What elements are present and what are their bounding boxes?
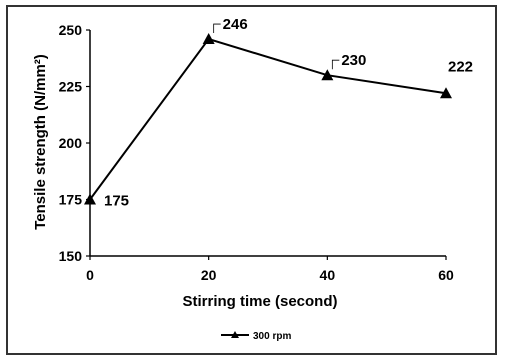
legend: 300 rpm [221,331,291,342]
x-tick-label: 20 [201,267,217,283]
y-tick-label: 250 [59,22,83,38]
y-axis-label: Tensile strength (N/mm²) [32,54,49,230]
x-tick-label: 40 [320,267,336,283]
data-label: 175 [104,193,129,210]
data-point-marker [440,87,452,99]
y-tick-label: 225 [59,79,83,95]
x-axis-label: Stirring time (second) [182,293,337,310]
data-label: 246 [223,16,248,33]
data-point-marker [84,193,96,205]
data-label-leader [331,59,340,70]
series-line [89,37,447,201]
x-tick-label: 60 [438,267,454,283]
y-tick-label: 200 [59,135,83,151]
legend-label: 300 rpm [253,331,291,342]
data-label-leader [213,23,221,34]
data-point-marker [321,69,334,81]
data-label: 230 [341,52,366,69]
data-point-marker [202,33,215,45]
data-label: 222 [448,58,473,75]
legend-marker [231,331,239,338]
y-tick-label: 175 [59,192,83,208]
y-tick-label: 150 [59,248,83,264]
x-tick-label: 0 [86,267,94,283]
chart-frame [6,5,497,355]
